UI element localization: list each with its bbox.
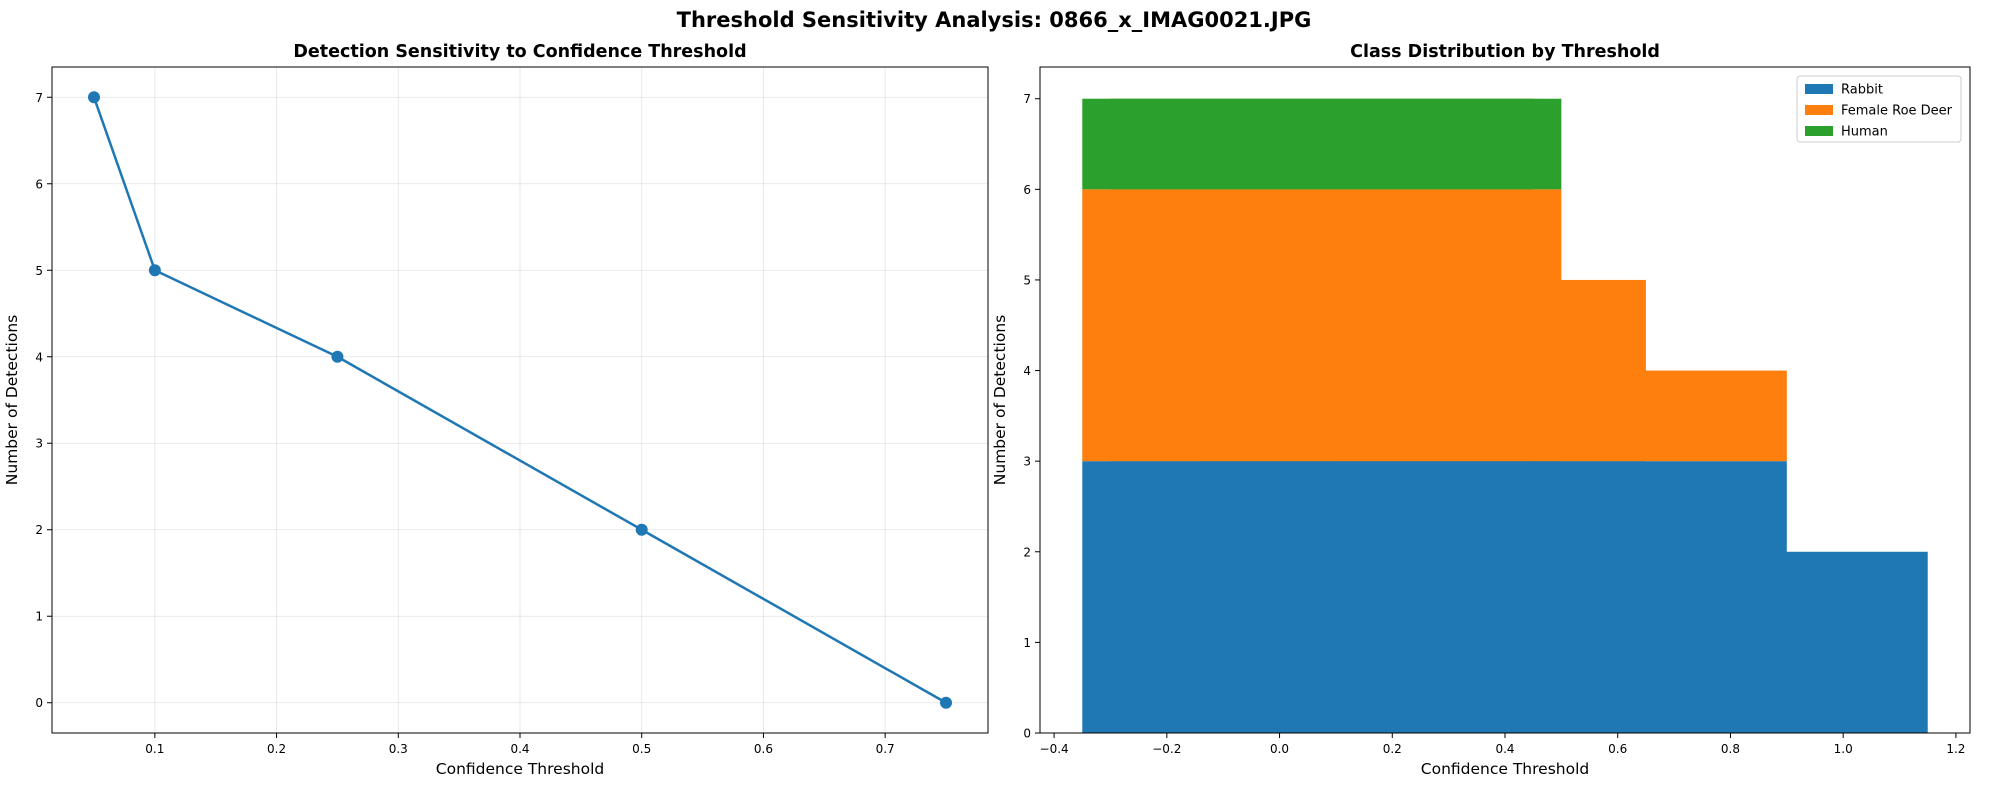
y-tick-label: 4 [35, 350, 43, 364]
y-tick-label: 5 [1023, 273, 1031, 287]
x-tick-label: 0.5 [632, 742, 651, 756]
y-tick-label: 1 [35, 610, 43, 624]
y-tick-label: 7 [1023, 92, 1031, 106]
x-tick-label: 1.2 [1946, 742, 1965, 756]
left-chart: 0.1 0.2 0.3 0.4 0.5 0.6 0.7 0 1 2 3 4 5 6 7 Detection… [3, 42, 989, 778]
y-tick-label: 0 [1023, 727, 1031, 741]
right-chart-title: Class Distribution by Threshold [1350, 42, 1660, 62]
x-tick-label: 0.7 [876, 742, 895, 756]
left-chart-x-axis-label: Confidence Threshold [436, 760, 604, 778]
bar-segment [1476, 551, 1928, 733]
bar-segment [1335, 370, 1787, 462]
y-tick-label: 6 [1023, 183, 1031, 197]
y-tick-label: 5 [35, 264, 43, 278]
data-point [148, 264, 161, 277]
legend-swatch [1805, 84, 1833, 94]
legend-label: Human [1841, 125, 1888, 140]
left-chart-y-axis-label: Number of Detections [3, 315, 21, 485]
x-tick-label: 1.0 [1834, 742, 1853, 756]
x-tick-label: 0.4 [1495, 742, 1514, 756]
x-tick-label: 0.2 [1383, 742, 1402, 756]
data-point [87, 91, 100, 104]
x-tick-label: 0.8 [1721, 742, 1740, 756]
legend-label: Female Roe Deer [1841, 104, 1953, 119]
right-chart-legend: Rabbit Female Roe Deer Human [1796, 75, 1962, 143]
x-tick-label: 0.0 [1270, 742, 1289, 756]
right-chart-y-axis-label: Number of Detections [991, 315, 1009, 485]
right-chart: −0.4 −0.2 0.0 0.2 0.4 0.6 0.8 1.0 1.2 0 1 2 3 4 5 6 7 C… [991, 42, 1971, 778]
x-tick-label: 0.6 [1608, 742, 1627, 756]
x-tick-label: −0.4 [1040, 742, 1069, 756]
x-tick-label: 0.4 [510, 742, 529, 756]
figure-suptitle: Threshold Sensitivity Analysis: 0866_x_I… [677, 8, 1312, 32]
data-point [635, 523, 648, 536]
y-tick-label: 0 [35, 696, 43, 710]
legend-swatch [1805, 126, 1833, 136]
legend-frame [1796, 75, 1962, 143]
x-tick-label: 0.2 [267, 742, 286, 756]
x-tick-label: 0.3 [389, 742, 408, 756]
legend-swatch [1805, 105, 1833, 115]
y-tick-label: 2 [35, 523, 43, 537]
x-tick-label: 0.1 [145, 742, 164, 756]
x-tick-label: −0.2 [1152, 742, 1181, 756]
y-tick-label: 1 [1023, 636, 1031, 650]
y-tick-label: 6 [35, 177, 43, 191]
y-tick-label: 3 [1023, 455, 1031, 469]
y-tick-label: 2 [1023, 545, 1031, 559]
y-tick-label: 3 [35, 437, 43, 451]
data-point [331, 350, 344, 363]
left-chart-title: Detection Sensitivity to Confidence Thre… [293, 42, 746, 62]
legend-label: Rabbit [1841, 83, 1883, 98]
right-chart-x-axis-label: Confidence Threshold [1421, 760, 1589, 778]
y-tick-label: 4 [1023, 364, 1031, 378]
bar-segment [1110, 98, 1562, 190]
x-tick-label: 0.6 [754, 742, 773, 756]
y-tick-label: 7 [35, 91, 43, 105]
data-point [940, 696, 953, 709]
